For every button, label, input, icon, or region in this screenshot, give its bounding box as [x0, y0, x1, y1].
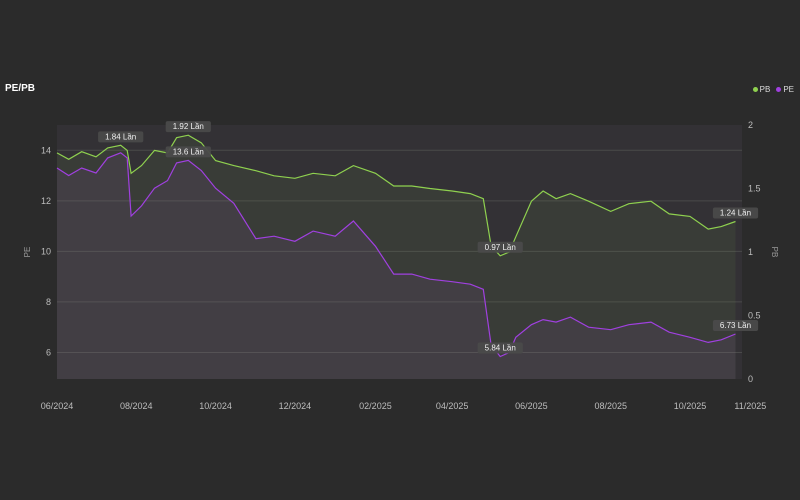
- x-tick-label: 08/2024: [120, 401, 153, 411]
- x-tick-label: 10/2024: [199, 401, 232, 411]
- data-label: 13.6 Lần: [173, 147, 204, 156]
- legend-dot-pe: [776, 87, 782, 92]
- data-label-box: [165, 146, 211, 158]
- y-axis-label-left: PE: [23, 247, 32, 258]
- x-tick-label: 12/2024: [279, 401, 312, 411]
- legend-item-pe[interactable]: PE: [776, 85, 794, 94]
- legend-dot-pb: [752, 87, 758, 92]
- right-tick-label: 1.5: [748, 184, 761, 194]
- x-tick-label: 02/2025: [359, 401, 392, 411]
- x-tick-label: 06/2025: [515, 401, 548, 411]
- x-tick-label: 10/2025: [674, 401, 707, 411]
- series-line-pe: [56, 152, 736, 358]
- right-tick-label: 0.5: [748, 311, 761, 321]
- data-label: 6.73 Lần: [720, 321, 751, 330]
- legend-item-pb[interactable]: PB: [752, 85, 771, 94]
- x-tick-label: 11/2025: [734, 401, 766, 411]
- y-axis-label-right: PB: [770, 247, 779, 258]
- right-tick-label: 0: [748, 374, 753, 384]
- data-label-box: [477, 342, 523, 354]
- data-label-box: [712, 320, 759, 332]
- x-tick-label: 04/2025: [436, 401, 469, 411]
- right-tick-label: 1: [748, 247, 753, 257]
- series-area-pe: [57, 152, 736, 379]
- plot-area: [57, 125, 742, 379]
- left-tick-label: 10: [41, 246, 51, 256]
- left-tick-label: 14: [41, 145, 51, 155]
- x-tick-label: 06/2024: [41, 401, 74, 411]
- data-label-box: [98, 131, 144, 143]
- data-label-box: [165, 121, 211, 133]
- data-label: 5.84 Lần: [485, 344, 516, 353]
- left-tick-label: 8: [46, 297, 51, 307]
- legend-label-pb: PB: [759, 85, 771, 94]
- chart-legend: PB PE: [752, 85, 794, 94]
- chart-title: PE/PB: [5, 83, 36, 94]
- data-label-box: [712, 207, 759, 219]
- data-label: 1.24 Lần: [720, 209, 751, 218]
- data-label: 1.92 Lần: [173, 122, 204, 131]
- x-tick-label: 08/2025: [594, 401, 627, 411]
- data-label: 0.97 Lần: [485, 243, 516, 252]
- right-tick-label: 2: [748, 120, 753, 130]
- data-label-box: [477, 241, 523, 253]
- series-line-pb: [56, 134, 736, 257]
- data-label: 1.84 Lần: [105, 132, 136, 141]
- left-tick-label: 12: [41, 196, 51, 206]
- left-tick-label: 6: [46, 347, 51, 357]
- legend-label-pe: PE: [783, 85, 794, 94]
